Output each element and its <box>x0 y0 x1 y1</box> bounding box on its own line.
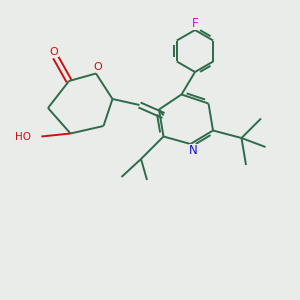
Text: O: O <box>50 46 58 57</box>
Text: N: N <box>189 144 198 157</box>
Text: HO: HO <box>16 131 32 142</box>
Text: O: O <box>93 62 102 72</box>
Text: F: F <box>192 17 198 30</box>
